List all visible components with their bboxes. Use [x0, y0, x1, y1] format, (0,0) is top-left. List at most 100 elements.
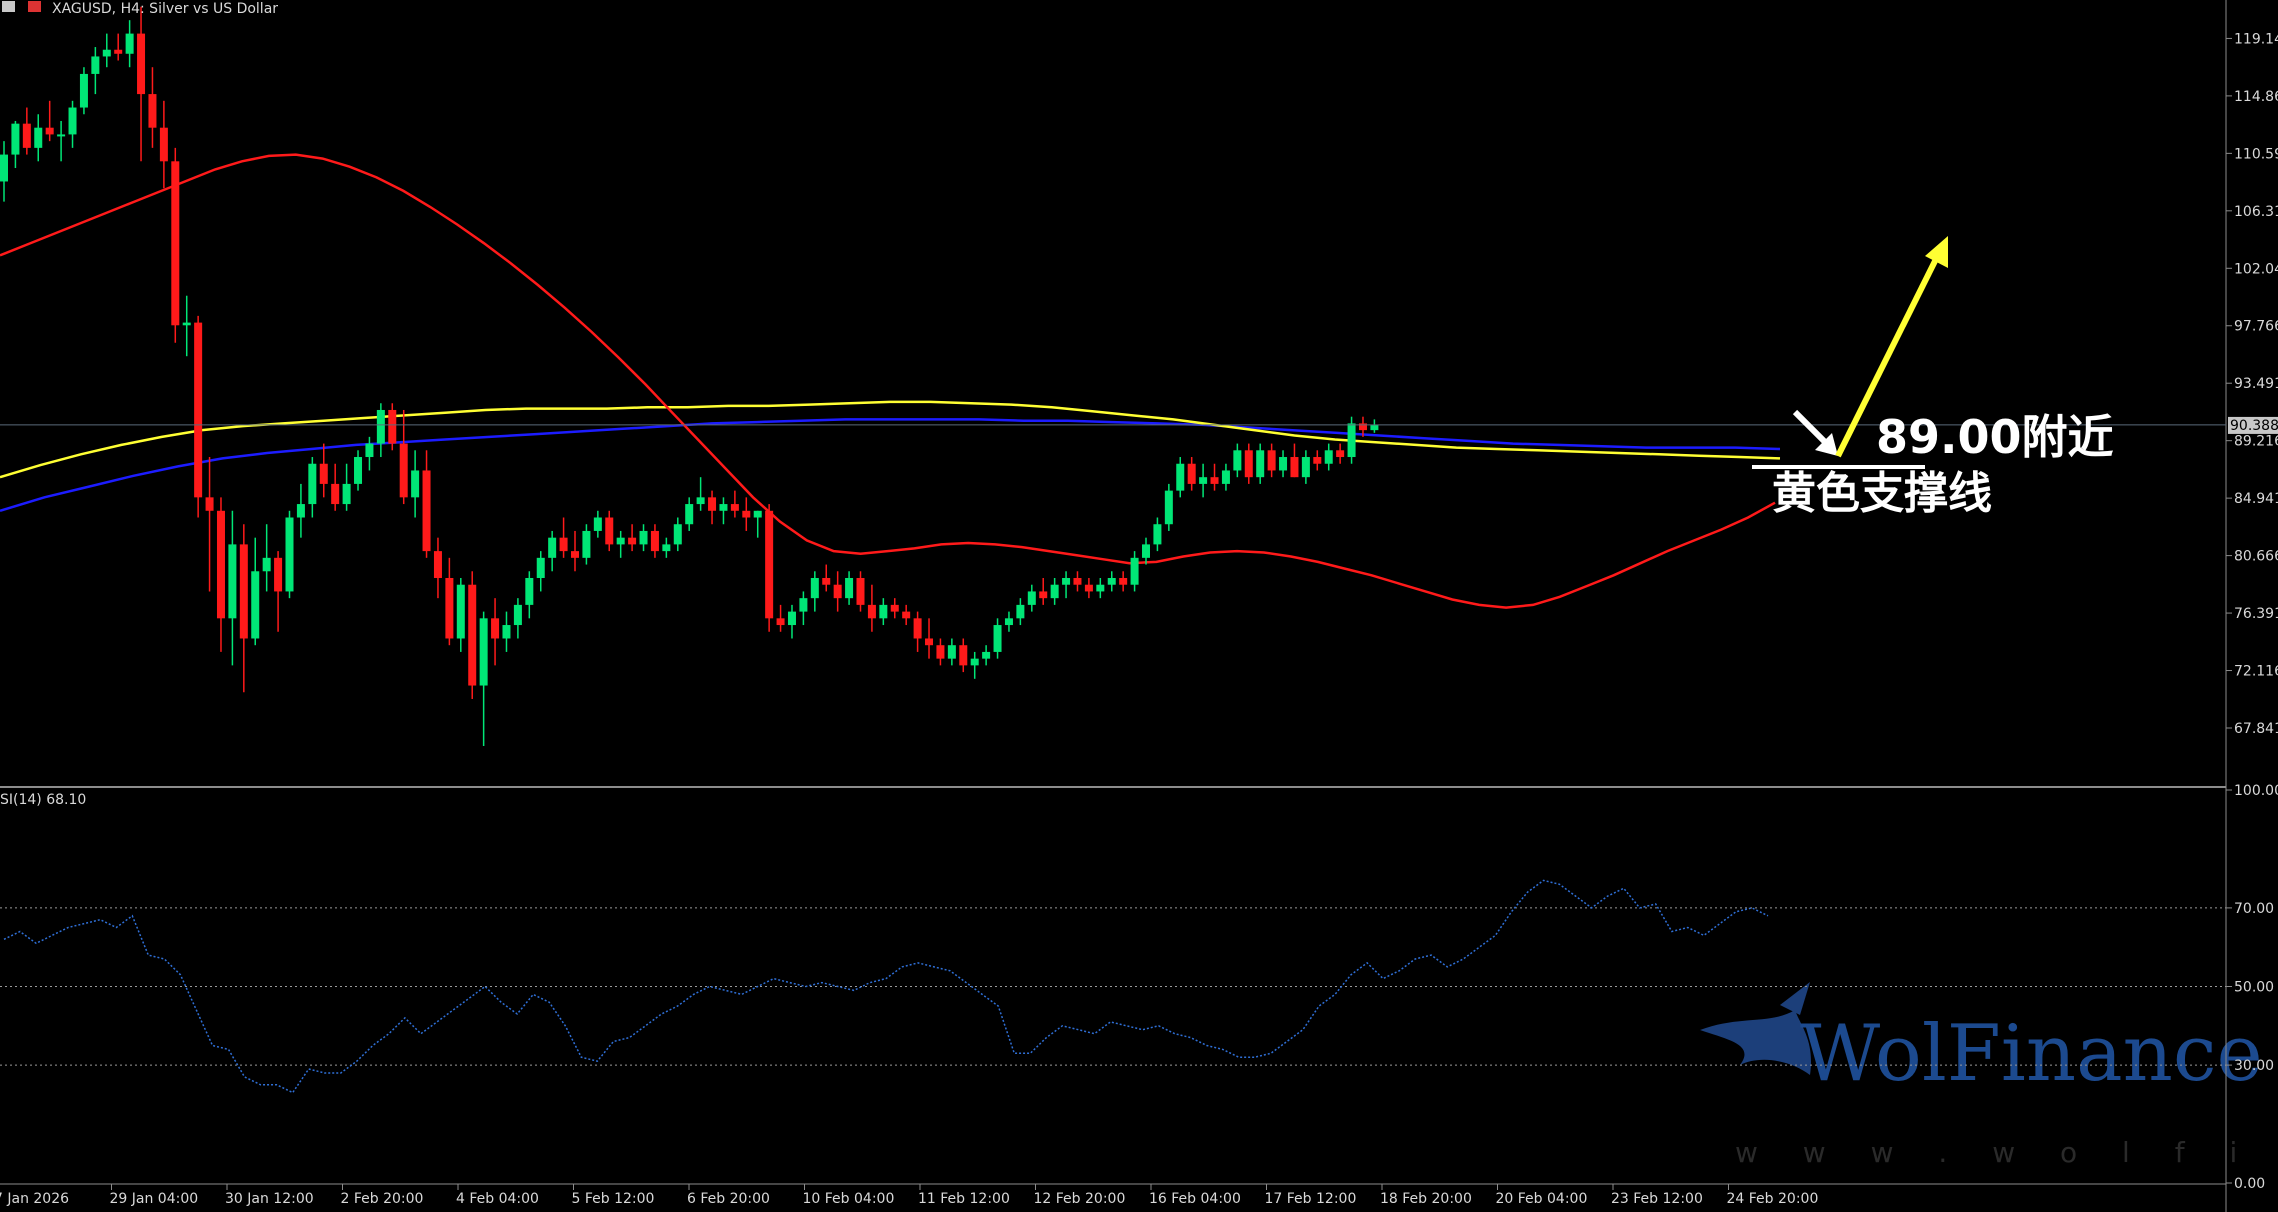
- candle-body: [765, 510, 774, 619]
- candle-body: [216, 510, 225, 619]
- candle-body: [913, 618, 922, 639]
- candle-body: [1199, 477, 1208, 484]
- candle-body: [125, 33, 134, 54]
- time-tick-label: 10 Feb 04:00: [803, 1191, 895, 1207]
- candle-body: [479, 618, 488, 686]
- candle-body: [628, 537, 637, 545]
- candle-body: [708, 497, 717, 511]
- candle-body: [262, 557, 271, 572]
- watermark: WolFinance w w w . w o l f i n a n c e .…: [1700, 982, 2278, 1169]
- candle-body: [1370, 424, 1379, 431]
- support-annotation: 黄色支撑线: [1772, 468, 1992, 519]
- price-tick-label: 72.116: [2234, 664, 2278, 680]
- candle-body: [582, 530, 591, 558]
- candle-body: [936, 645, 945, 659]
- candle-body: [1107, 577, 1116, 585]
- candle-body: [68, 107, 77, 135]
- candle-body: [102, 49, 111, 57]
- candle-body: [182, 322, 191, 326]
- candle-body: [137, 33, 146, 95]
- price-tick-label: 102.041: [2234, 261, 2278, 277]
- candle-body: [411, 470, 420, 498]
- candle-body: [993, 625, 1002, 652]
- time-tick-label: 29 Jan 04:00: [110, 1191, 199, 1207]
- candle-body: [468, 584, 477, 686]
- candle-body: [239, 544, 248, 639]
- flag-icon: [28, 1, 41, 12]
- candle-body: [650, 530, 659, 552]
- candle-body: [1050, 584, 1059, 599]
- candle-body: [0, 154, 8, 182]
- candle-body: [742, 510, 751, 518]
- candle-body: [1039, 591, 1048, 599]
- candle-body: [491, 618, 500, 639]
- candle-body: [22, 123, 31, 148]
- candle-body: [1279, 457, 1288, 471]
- candle-body: [1187, 463, 1196, 484]
- candle-body: [662, 544, 671, 552]
- price-tick-label: 114.866: [2234, 89, 2278, 105]
- rsi-tick-label: 70.00: [2234, 901, 2274, 917]
- candle-body: [354, 457, 363, 484]
- candle-body: [719, 504, 728, 511]
- rsi-tick-label: 100.00: [2234, 783, 2278, 799]
- rsi-title: SI(14) 68.10: [0, 792, 86, 808]
- watermark-brand: WolFinance: [1800, 1009, 2263, 1099]
- yellow-arrow-head: [1925, 236, 1948, 268]
- candle-body: [525, 577, 534, 605]
- chart-header: XAGUSD, H4: Silver vs US Dollar: [2, 1, 278, 17]
- chart-type-icon[interactable]: [2, 1, 15, 12]
- time-tick-label: 24 Feb 20:00: [1727, 1191, 1819, 1207]
- candle-body: [1119, 577, 1128, 585]
- candle-body: [1301, 457, 1310, 478]
- time-tick-label: 6 Feb 20:00: [687, 1191, 770, 1207]
- candle-body: [1358, 423, 1367, 431]
- candle-body: [342, 483, 351, 505]
- time-tick-label: 12 Feb 20:00: [1034, 1191, 1126, 1207]
- price-tick-label: 110.591: [2234, 146, 2278, 162]
- time-tick-label: 16 Feb 04:00: [1149, 1191, 1241, 1207]
- candle-body: [285, 517, 294, 592]
- candle-body: [833, 584, 842, 599]
- price-tick-label: 84.941: [2234, 491, 2278, 507]
- candle-body: [571, 551, 579, 558]
- candle-body: [787, 611, 796, 626]
- candle-body: [753, 510, 762, 518]
- candle-body: [45, 127, 54, 135]
- ma-blue-line: [0, 418, 1781, 512]
- candle-body: [376, 409, 385, 444]
- candle-body: [1153, 524, 1162, 545]
- candle-body: [1027, 591, 1036, 605]
- symbol-title: XAGUSD, H4: Silver vs US Dollar: [52, 1, 278, 17]
- time-tick-label: 7 Jan 2026: [0, 1191, 69, 1207]
- time-tick-label: 2 Feb 20:00: [341, 1191, 424, 1207]
- candle-body: [274, 557, 283, 592]
- candle-body: [388, 409, 397, 444]
- candle-body: [639, 530, 648, 545]
- candle-body: [902, 611, 911, 619]
- level-annotation: 89.00附近: [1876, 410, 2114, 464]
- price-tick-label: 119.141: [2234, 31, 2278, 47]
- time-tick-label: 17 Feb 12:00: [1265, 1191, 1357, 1207]
- candle-body: [867, 604, 876, 619]
- candle-body: [879, 604, 888, 619]
- price-tick-label: 76.391: [2234, 606, 2278, 622]
- candle-body: [1324, 450, 1333, 464]
- candle-body: [890, 604, 899, 612]
- candle-body: [79, 73, 88, 108]
- candle-body: [308, 463, 317, 505]
- price-tick-label: 67.841: [2234, 721, 2278, 737]
- candle-body: [1016, 604, 1025, 619]
- moving-averages: [0, 153, 1781, 609]
- candle-body: [445, 577, 454, 639]
- price-tick-label: 106.316: [2234, 204, 2278, 220]
- candle-body: [296, 504, 305, 518]
- candle-body: [925, 638, 934, 646]
- price-tick-label: 93.491: [2234, 376, 2278, 392]
- candle-body: [1221, 470, 1230, 484]
- ma-red-line: [0, 153, 1776, 609]
- candle-body: [422, 470, 431, 552]
- candle-body: [194, 322, 203, 498]
- time-tick-label: 18 Feb 20:00: [1380, 1191, 1472, 1207]
